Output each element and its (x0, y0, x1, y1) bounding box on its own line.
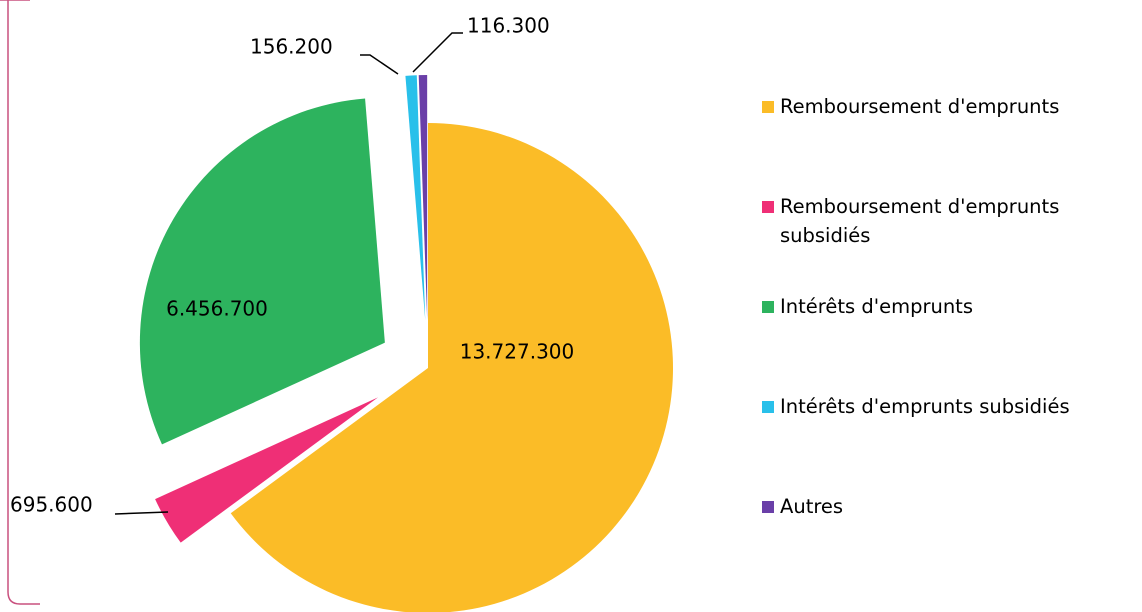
legend-entry: Remboursement d'emprunts subsidiés (762, 192, 1140, 292)
data-label: 13.727.300 (460, 340, 575, 364)
pie (139, 75, 673, 612)
legend-entry: Remboursement d'emprunts (762, 92, 1140, 192)
data-label: 6.456.700 (166, 297, 268, 321)
data-label: 695.600 (10, 493, 93, 517)
pie-slice (405, 75, 426, 321)
pie-slice (230, 123, 673, 612)
legend-entry: Autres (762, 492, 1140, 592)
legend-swatch (762, 401, 774, 413)
legend-swatch (762, 101, 774, 113)
data-label: 156.200 (250, 35, 333, 59)
legend-label: Remboursement d'emprunts subsidiés (780, 195, 1060, 247)
legend-label: Autres (780, 495, 844, 518)
pie-slice (155, 397, 378, 543)
legend-entry: Intérêts d'emprunts subsidiés (762, 392, 1140, 492)
frame (0, 0, 40, 605)
legend-swatch (762, 201, 774, 213)
pie-slice (418, 75, 428, 321)
pie-slice (139, 98, 385, 445)
leader-line (412, 32, 463, 73)
leader-line (360, 54, 399, 75)
legend-swatch (762, 301, 774, 313)
leader-line (114, 511, 169, 515)
legend-label: Remboursement d'emprunts (780, 95, 1060, 118)
legend-entry: Intérêts d'emprunts (762, 292, 1140, 392)
legend-label: Intérêts d'emprunts (780, 295, 973, 318)
legend-swatch (762, 501, 774, 513)
legend: Remboursement d'emprunts Remboursement d'… (762, 92, 1140, 592)
data-label: 116.300 (467, 14, 550, 38)
legend-label: Intérêts d'emprunts subsidiés (780, 395, 1070, 418)
